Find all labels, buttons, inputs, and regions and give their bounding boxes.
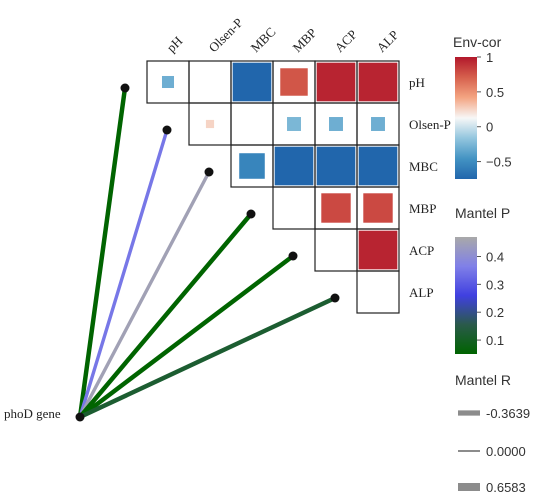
mantel-link-olsen-p xyxy=(78,128,169,419)
link-node-mbc xyxy=(204,167,214,177)
mantel-r-legend: Mantel R -0.3639 0.0000 0.6583 xyxy=(455,372,530,495)
mantel-r-keys: -0.3639 0.0000 0.6583 xyxy=(458,406,530,495)
row-label-olsen-p: Olsen-P xyxy=(409,117,451,132)
env-cor-colorbar xyxy=(455,57,477,179)
cell-pH-Olsen-P xyxy=(188,60,232,104)
mantel-link-mbp xyxy=(77,211,254,420)
cell-value-square xyxy=(316,146,356,186)
row-label-mbp: MBP xyxy=(409,201,436,216)
row-label-mbc: MBC xyxy=(409,159,438,174)
cell-MBC-MBC xyxy=(230,144,274,188)
cell-border xyxy=(272,186,316,230)
row-label-ph: pH xyxy=(409,75,425,90)
env-cor-tick-label: 0.5 xyxy=(486,85,504,100)
column-labels: pH Olsen-P MBC MBP ACP ALP xyxy=(164,15,402,55)
mantel-r-key-label: -0.3639 xyxy=(486,406,530,421)
cell-border xyxy=(356,270,400,314)
column-label-mbc: MBC xyxy=(248,24,279,55)
env-cor-ticks: 1 0.5 0 −0.5 xyxy=(477,50,512,170)
mantel-p-tick-label: 0.2 xyxy=(486,305,504,320)
mantel-link-ph xyxy=(77,85,128,420)
cell-value-square xyxy=(361,191,395,225)
cell-MBP-ACP xyxy=(314,186,358,230)
cell-Olsen-P-MBC xyxy=(230,102,274,146)
cell-border xyxy=(230,102,274,146)
cell-border xyxy=(314,228,358,272)
cell-ACP-ACP xyxy=(314,228,358,272)
mantel-p-tick-label: 0.3 xyxy=(486,277,504,292)
cell-value-square xyxy=(204,118,216,130)
row-labels: pH Olsen-P MBC MBP ACP ALP xyxy=(409,75,451,300)
mantel-link-acp xyxy=(77,253,296,420)
column-label-alp: ALP xyxy=(374,27,402,55)
mantel-p-ticks: 0.4 0.3 0.2 0.1 xyxy=(477,250,504,348)
cell-pH-pH xyxy=(146,60,190,104)
cell-value-square xyxy=(285,115,303,133)
cell-value-square xyxy=(232,62,272,102)
link-node-alp xyxy=(330,293,340,303)
cell-Olsen-P-ACP xyxy=(314,102,358,146)
cell-value-square xyxy=(358,62,398,102)
env-cor-legend: Env-cor 1 0.5 0 −0.5 xyxy=(453,34,512,179)
mantel-p-legend: Mantel P 0.4 0.3 0.2 0.1 xyxy=(455,205,510,354)
column-label-olsen-p: Olsen-P xyxy=(206,15,246,55)
column-label-acp: ACP xyxy=(332,27,360,55)
cell-MBP-MBP xyxy=(272,186,316,230)
cell-pH-MBP xyxy=(272,60,316,104)
cell-value-square xyxy=(319,191,353,225)
cell-value-square xyxy=(358,146,398,186)
mantel-r-key-label: 0.0000 xyxy=(486,444,526,459)
correlation-heatmap xyxy=(146,60,400,314)
mantel-r-legend-title: Mantel R xyxy=(455,372,511,388)
mantel-p-tick-label: 0.4 xyxy=(486,250,504,265)
row-label-acp: ACP xyxy=(409,243,434,258)
cell-MBC-ALP xyxy=(356,144,400,188)
cell-MBC-MBP xyxy=(272,144,316,188)
mantel-p-colorbar xyxy=(455,237,477,354)
cell-MBC-ACP xyxy=(314,144,358,188)
link-node-acp xyxy=(288,251,298,261)
link-node-olsen-p xyxy=(162,125,172,135)
cell-Olsen-P-MBP xyxy=(272,102,316,146)
source-node xyxy=(75,412,85,422)
mantel-p-legend-title: Mantel P xyxy=(455,205,510,221)
env-cor-tick-label: −0.5 xyxy=(486,155,512,170)
cell-value-square xyxy=(369,115,387,133)
cell-ALP-ALP xyxy=(356,270,400,314)
link-node-mbp xyxy=(246,209,256,219)
cell-value-square xyxy=(274,146,314,186)
row-label-alp: ALP xyxy=(409,285,434,300)
env-cor-legend-title: Env-cor xyxy=(453,34,502,50)
cell-value-square xyxy=(316,62,356,102)
cell-border xyxy=(188,60,232,104)
mantel-r-key-label: 0.6583 xyxy=(486,480,526,495)
cell-Olsen-P-ALP xyxy=(356,102,400,146)
env-cor-tick-label: 0 xyxy=(486,120,493,135)
cell-value-square xyxy=(278,66,310,98)
mantel-links xyxy=(75,83,340,422)
env-cor-tick-label: 1 xyxy=(486,50,493,65)
cell-pH-ACP xyxy=(314,60,358,104)
cell-pH-ALP xyxy=(356,60,400,104)
column-label-ph: pH xyxy=(164,33,186,55)
cell-value-square xyxy=(358,230,398,270)
cell-pH-MBC xyxy=(230,60,274,104)
cell-value-square xyxy=(327,115,345,133)
cell-ACP-ALP xyxy=(356,228,400,272)
column-label-mbp: MBP xyxy=(290,25,320,55)
mantel-p-tick-label: 0.1 xyxy=(486,333,504,348)
cell-value-square xyxy=(237,151,267,181)
cell-MBP-ALP xyxy=(356,186,400,230)
cell-value-square xyxy=(160,74,176,90)
mantel-link-alp xyxy=(77,295,338,420)
link-node-ph xyxy=(120,83,130,93)
cell-Olsen-P-Olsen-P xyxy=(188,102,232,146)
mantel-link-mbc xyxy=(78,170,211,419)
source-label: phoD gene xyxy=(4,406,61,421)
